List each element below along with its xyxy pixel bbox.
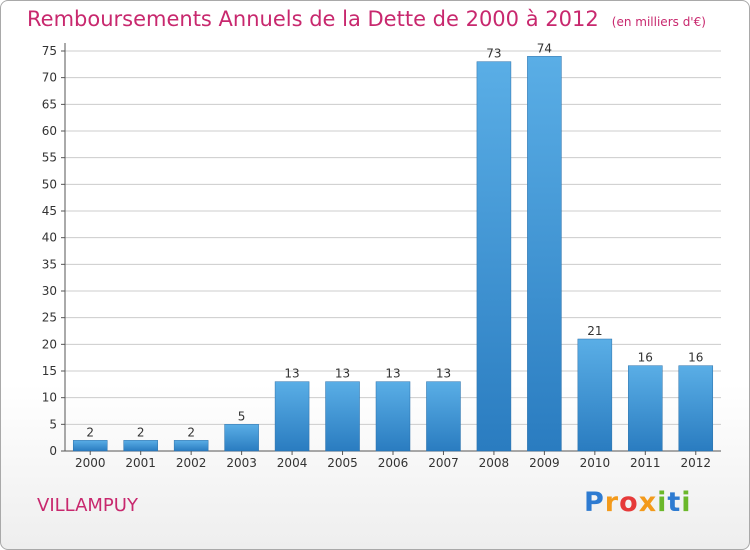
data-label: 13 xyxy=(436,367,451,381)
data-label: 2 xyxy=(86,425,94,439)
data-label: 13 xyxy=(385,367,400,381)
y-tick-label: 45 xyxy=(42,204,57,218)
x-tick-label: 2005 xyxy=(327,456,358,470)
data-label: 74 xyxy=(537,41,552,55)
y-tick-label: 35 xyxy=(42,257,57,271)
bar xyxy=(628,365,663,452)
brand-letter: t xyxy=(667,487,682,518)
y-tick-label: 25 xyxy=(42,311,57,325)
chart-title-text: Remboursements Annuels de la Dette de 20… xyxy=(27,7,599,31)
x-tick-label: 2000 xyxy=(75,456,106,470)
x-tick-label: 2009 xyxy=(529,456,560,470)
value-labels: 2 2 2 5 13 13 13 13 73 74 21 16 16 xyxy=(86,41,703,439)
bar xyxy=(72,440,108,452)
brand-letter: r xyxy=(604,487,620,518)
x-tick-label: 2007 xyxy=(428,456,459,470)
brand-letter: P xyxy=(584,487,605,518)
y-tick-label: 40 xyxy=(42,231,57,245)
y-tick-label: 50 xyxy=(42,177,57,191)
x-tick-label: 2012 xyxy=(680,456,711,470)
bar xyxy=(577,338,613,452)
y-tick-labels: 0 5 10 15 20 25 30 35 40 45 50 55 60 65 70 75 xyxy=(42,44,57,458)
y-tick-label: 10 xyxy=(42,391,57,405)
data-label: 16 xyxy=(638,351,653,365)
data-label: 16 xyxy=(688,351,703,365)
brand-letter: o xyxy=(619,487,639,518)
data-label: 13 xyxy=(284,367,299,381)
bar xyxy=(527,56,562,452)
x-tick-label: 2004 xyxy=(277,456,308,470)
y-tick-label: 75 xyxy=(42,44,57,58)
y-tick-label: 70 xyxy=(42,71,57,85)
data-label: 5 xyxy=(238,409,246,423)
brand-logo: Proxiti xyxy=(584,487,692,518)
bar xyxy=(476,61,512,452)
bar xyxy=(173,440,209,452)
bar xyxy=(224,424,259,452)
y-tick-label: 15 xyxy=(42,364,57,378)
bar xyxy=(123,440,158,452)
y-tick-label: 30 xyxy=(42,284,57,298)
bar xyxy=(325,381,360,452)
bar xyxy=(426,381,461,452)
bar xyxy=(678,365,714,452)
x-tick-label: 2010 xyxy=(580,456,611,470)
x-tick-label: 2011 xyxy=(630,456,661,470)
data-label: 21 xyxy=(587,324,602,338)
x-tick-label: 2008 xyxy=(479,456,510,470)
y-tick-label: 0 xyxy=(49,444,57,458)
chart-title: Remboursements Annuels de la Dette de 20… xyxy=(27,7,706,31)
x-tick-label: 2006 xyxy=(378,456,409,470)
x-tick-label: 2001 xyxy=(125,456,156,470)
y-tick-label: 55 xyxy=(42,151,57,165)
data-label: 13 xyxy=(335,367,350,381)
brand-letter: i xyxy=(681,487,692,518)
location-label: VILLAMPUY xyxy=(37,495,138,516)
data-label: 73 xyxy=(486,47,501,61)
bar xyxy=(274,381,310,452)
data-label: 2 xyxy=(137,425,145,439)
y-tick-label: 60 xyxy=(42,124,57,138)
y-tick-label: 20 xyxy=(42,337,57,351)
y-tick-label: 5 xyxy=(49,417,57,431)
brand-letter: i xyxy=(657,487,668,518)
bars xyxy=(72,56,714,452)
data-label: 2 xyxy=(187,425,195,439)
brand-letter: x xyxy=(638,487,658,518)
bar xyxy=(375,381,411,452)
x-tick-label: 2003 xyxy=(226,456,257,470)
y-tick-label: 65 xyxy=(42,97,57,111)
x-tick-label: 2002 xyxy=(176,456,207,470)
chart-unit: (en milliers d'€) xyxy=(611,15,706,29)
x-tick-labels: 2000 2001 2002 2003 2004 2005 2006 2007 2008 2009… xyxy=(75,451,711,470)
